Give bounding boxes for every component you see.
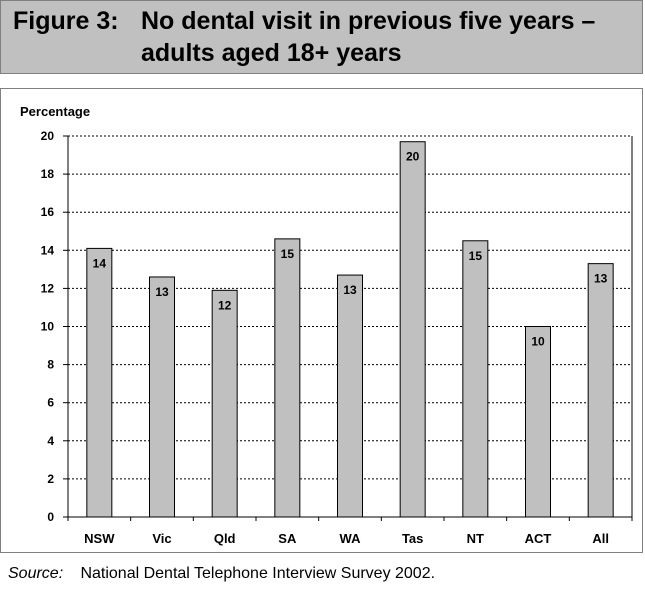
data-label: 12 [218, 298, 232, 312]
data-label: 20 [406, 150, 420, 164]
y-tick-label: 18 [41, 167, 55, 181]
bar-act [525, 326, 551, 518]
y-axis-label: Percentage [20, 104, 90, 119]
figure-title-line2: adults aged 18+ years [141, 39, 402, 67]
x-tick-label: NT [467, 531, 484, 546]
y-tick-label: 6 [47, 396, 54, 410]
bar-nt [462, 240, 489, 518]
data-label: 13 [343, 283, 357, 297]
y-tick-label: 14 [41, 243, 55, 257]
figure-label: Figure 3: [13, 7, 119, 35]
bar-all [587, 263, 614, 518]
x-tick-label: Qld [214, 531, 236, 546]
y-tick-label: 20 [41, 129, 55, 143]
x-tick-label: SA [278, 531, 297, 546]
x-tick-label: ACT [525, 531, 552, 546]
x-tick-label: All [592, 531, 609, 546]
source-text: National Dental Telephone Interview Surv… [80, 565, 436, 582]
bar-tas [399, 141, 426, 518]
data-label: 13 [594, 272, 608, 286]
y-tick-label: 4 [47, 434, 54, 448]
y-tick-label: 16 [41, 205, 55, 219]
x-tick-label: NSW [84, 531, 115, 546]
x-tick-label: Vic [152, 531, 171, 546]
bar-qld [211, 289, 238, 518]
y-tick-label: 8 [47, 358, 54, 372]
data-label: 15 [469, 249, 483, 263]
source-note: Source: National Dental Telephone Interv… [8, 565, 435, 583]
y-tick-label: 12 [41, 281, 55, 295]
data-label: 10 [531, 335, 545, 349]
chart-frame [0, 88, 643, 553]
bar-sa [274, 238, 301, 518]
x-tick-label: WA [340, 531, 362, 546]
source-label: Source: [8, 565, 64, 582]
bar-chart: Percentage 0 2 4 6 8 10 12 14 16 18 20 14 NSW 13 Vic 12 Q… [20, 104, 633, 546]
bar-nsw [86, 247, 113, 518]
bar-vic [149, 276, 175, 518]
bar-wa [337, 274, 363, 518]
data-label: 15 [281, 247, 295, 261]
y-tick-label: 10 [41, 320, 55, 334]
figure-title-line1: No dental visit in previous five years – [141, 7, 596, 35]
data-label: 14 [93, 256, 107, 270]
y-tick-label: 0 [47, 510, 54, 524]
data-label: 13 [155, 285, 169, 299]
figure-header: Figure 3: No dental visit in previous fi… [0, 0, 643, 74]
x-tick-label: Tas [402, 531, 423, 546]
y-tick-label: 2 [47, 472, 54, 486]
